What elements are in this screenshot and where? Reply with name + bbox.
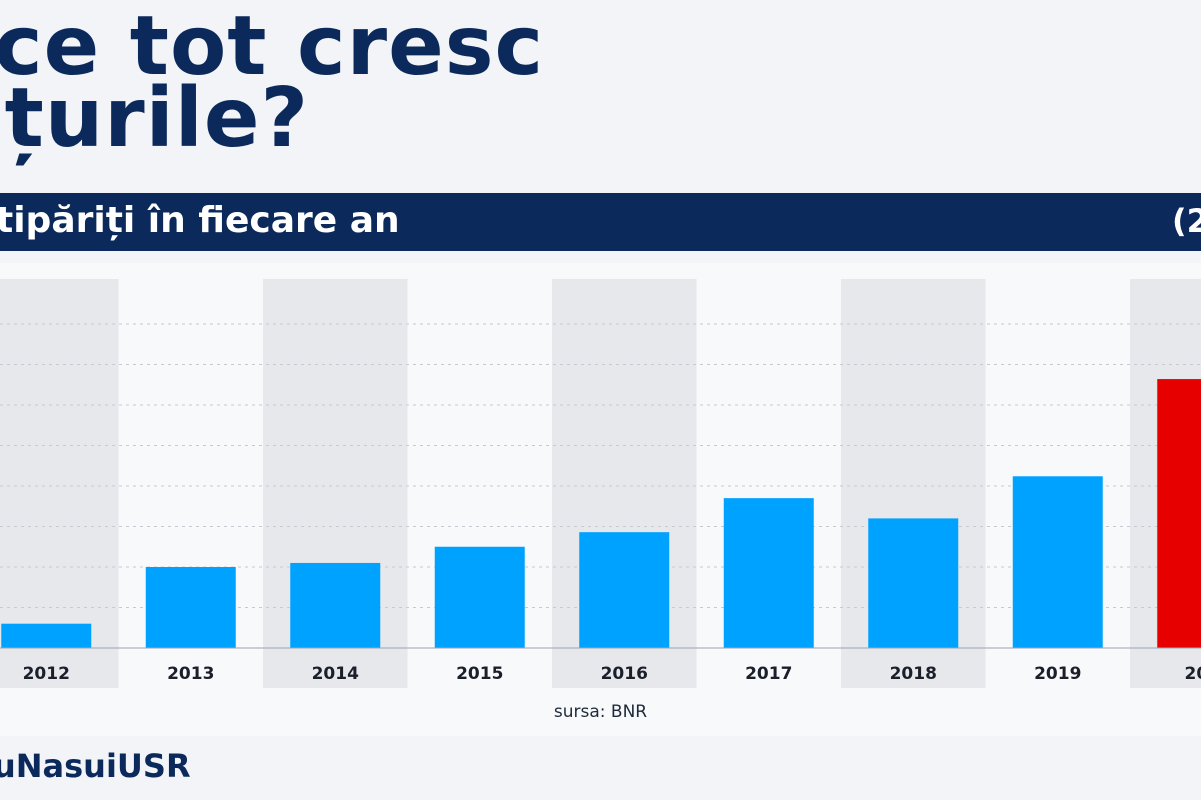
bar-2019: [1012, 476, 1103, 648]
title-line-1: ce tot cresc: [0, 0, 545, 94]
subtitle: tipăriți în fiecare an: [0, 200, 400, 241]
x-tick-label: 2013: [167, 664, 214, 684]
source-label: sursa: BNR: [553, 702, 648, 722]
bar-2013: [145, 567, 236, 648]
subtitle-bar: tipăriți în fiecare an (2: [0, 193, 1201, 251]
bar-2017: [723, 498, 814, 648]
bar-202: [1157, 379, 1201, 648]
bar-2014: [290, 562, 381, 648]
title-line-2: ețurile?: [0, 71, 310, 166]
x-tick-label: 2019: [1034, 664, 1081, 684]
x-tick-label: 2016: [601, 664, 648, 684]
x-tick-label: 2015: [456, 664, 503, 684]
hashtag: iuNasuiUSR: [0, 747, 191, 785]
subtitle-unit: (2: [1172, 202, 1201, 240]
x-tick-label: 2012: [23, 664, 70, 684]
x-tick-label: 2014: [312, 664, 359, 684]
bar-chart: 2012 2013 2014 2015 2016 2017 2018 2019 202: [0, 279, 1201, 688]
bar-2018: [868, 518, 959, 648]
bar-2012: [1, 623, 92, 648]
x-tick-label: 202: [1185, 664, 1201, 684]
bar-2016: [579, 532, 670, 648]
x-tick-label: 2018: [890, 664, 937, 684]
chart-panel: 2012 2013 2014 2015 2016 2017 2018 2019 202: [0, 263, 1201, 736]
x-tick-label: 2017: [745, 664, 792, 684]
bar-2015: [434, 546, 525, 648]
column-band: [0, 279, 119, 688]
